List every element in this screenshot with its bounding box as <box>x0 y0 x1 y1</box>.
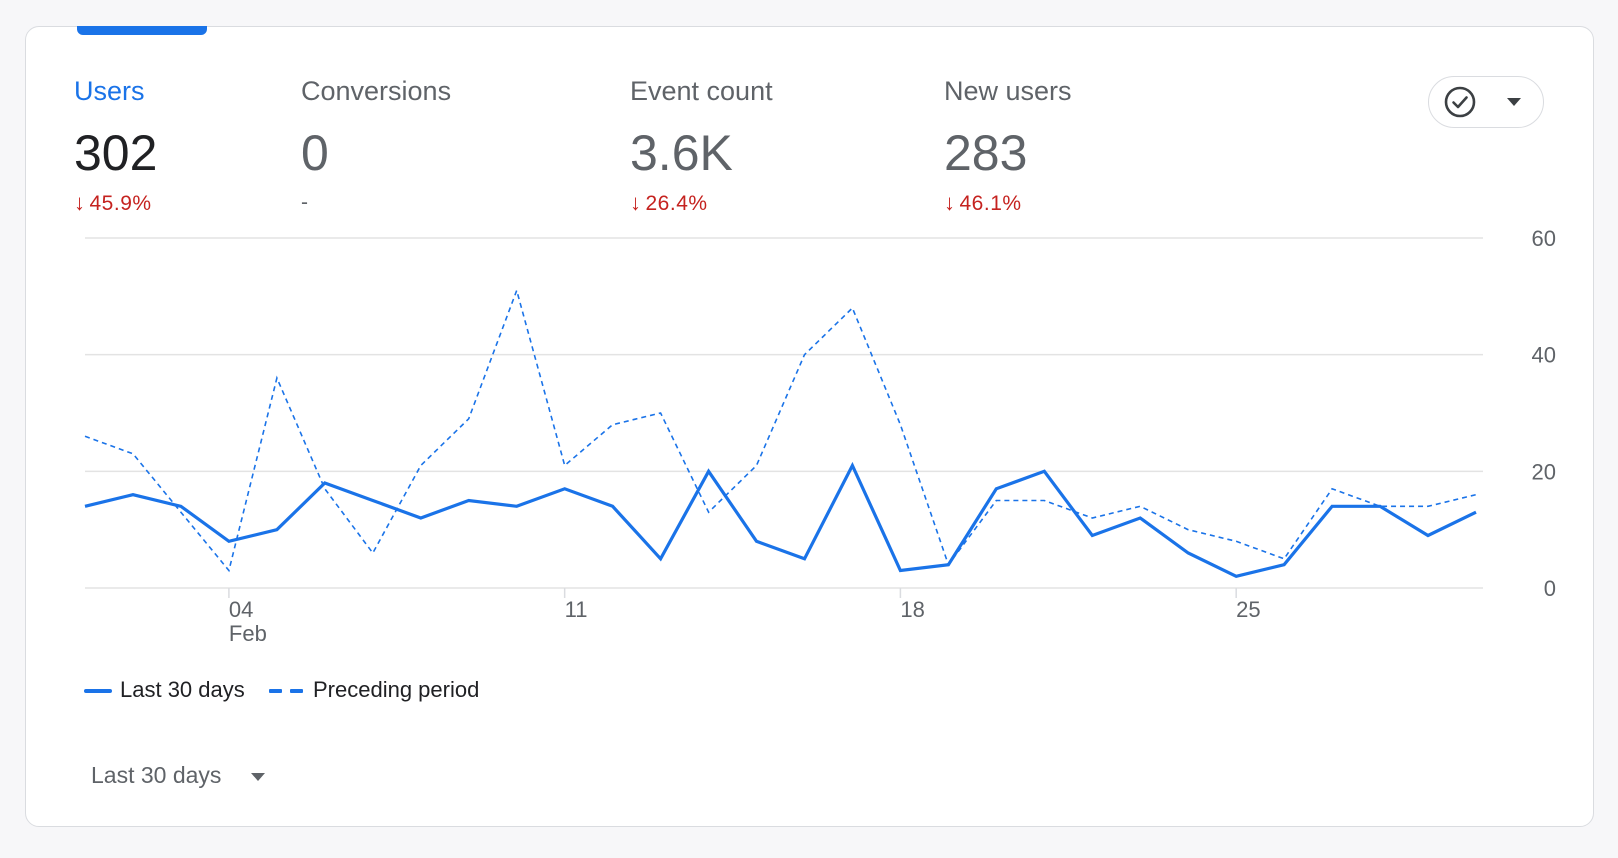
tab-users[interactable]: Users 302 ↓ 45.9% <box>74 74 157 217</box>
caret-down-icon <box>250 772 265 781</box>
legend-item-preceding-period: Preceding period <box>269 676 479 704</box>
active-card-indicator <box>77 26 207 35</box>
tab-conversions-label: Conversions <box>301 76 452 106</box>
tab-new-users-value: 283 <box>944 125 1028 181</box>
y-tick-label: 0 <box>1544 576 1556 601</box>
tab-new-users-change: ↓ 46.1% <box>944 190 1022 215</box>
arrow-down-icon: ↓ <box>944 190 956 215</box>
check-circle-icon <box>1444 86 1476 118</box>
date-range-label: Last 30 days <box>91 762 222 788</box>
legend-label-last-30-days: Last 30 days <box>120 677 245 702</box>
tab-event-count-value: 3.6K <box>630 125 733 181</box>
tab-new-users[interactable]: New users 283 ↓ 46.1% <box>944 74 1072 217</box>
legend-dashed-line-swatch <box>269 689 303 694</box>
users-overview-card <box>25 26 1594 827</box>
caret-down-icon <box>1507 98 1521 106</box>
preceding-period-line <box>84 287 1477 573</box>
arrow-down-icon: ↓ <box>74 190 86 215</box>
x-tick-label: 11 <box>565 597 588 622</box>
tab-users-change: ↓ 45.9% <box>74 190 152 215</box>
compare-metrics-button[interactable] <box>1428 76 1544 128</box>
legend-label-preceding-period: Preceding period <box>313 677 480 702</box>
tab-conversions-value: 0 <box>301 125 329 181</box>
x-tick-label: 04 <box>229 597 253 622</box>
tab-event-count-change: ↓ 26.4% <box>630 190 708 215</box>
tab-users-label: Users <box>74 76 145 106</box>
tab-users-value: 302 <box>74 125 158 181</box>
tab-event-count[interactable]: Event count 3.6K ↓ 26.4% <box>630 74 773 217</box>
tab-event-count-label: Event count <box>630 76 773 106</box>
arrow-down-icon: ↓ <box>630 190 642 215</box>
y-tick-label: 60 <box>1532 226 1556 251</box>
tab-new-users-label: New users <box>944 76 1072 106</box>
legend-item-last-30-days: Last 30 days <box>84 676 245 704</box>
x-tick-label: 18 <box>900 597 924 622</box>
x-tick-sublabel: Feb <box>229 621 267 646</box>
legend-solid-line-swatch <box>84 689 112 694</box>
x-tick-label: 25 <box>1236 597 1260 622</box>
tab-conversions[interactable]: Conversions 0 - <box>301 74 451 216</box>
date-range-dropdown[interactable]: Last 30 days <box>91 762 266 789</box>
y-tick-label: 20 <box>1532 459 1556 484</box>
tab-conversions-change: - <box>301 191 309 214</box>
last-30-days-line <box>84 461 1477 578</box>
y-tick-label: 40 <box>1532 343 1556 368</box>
